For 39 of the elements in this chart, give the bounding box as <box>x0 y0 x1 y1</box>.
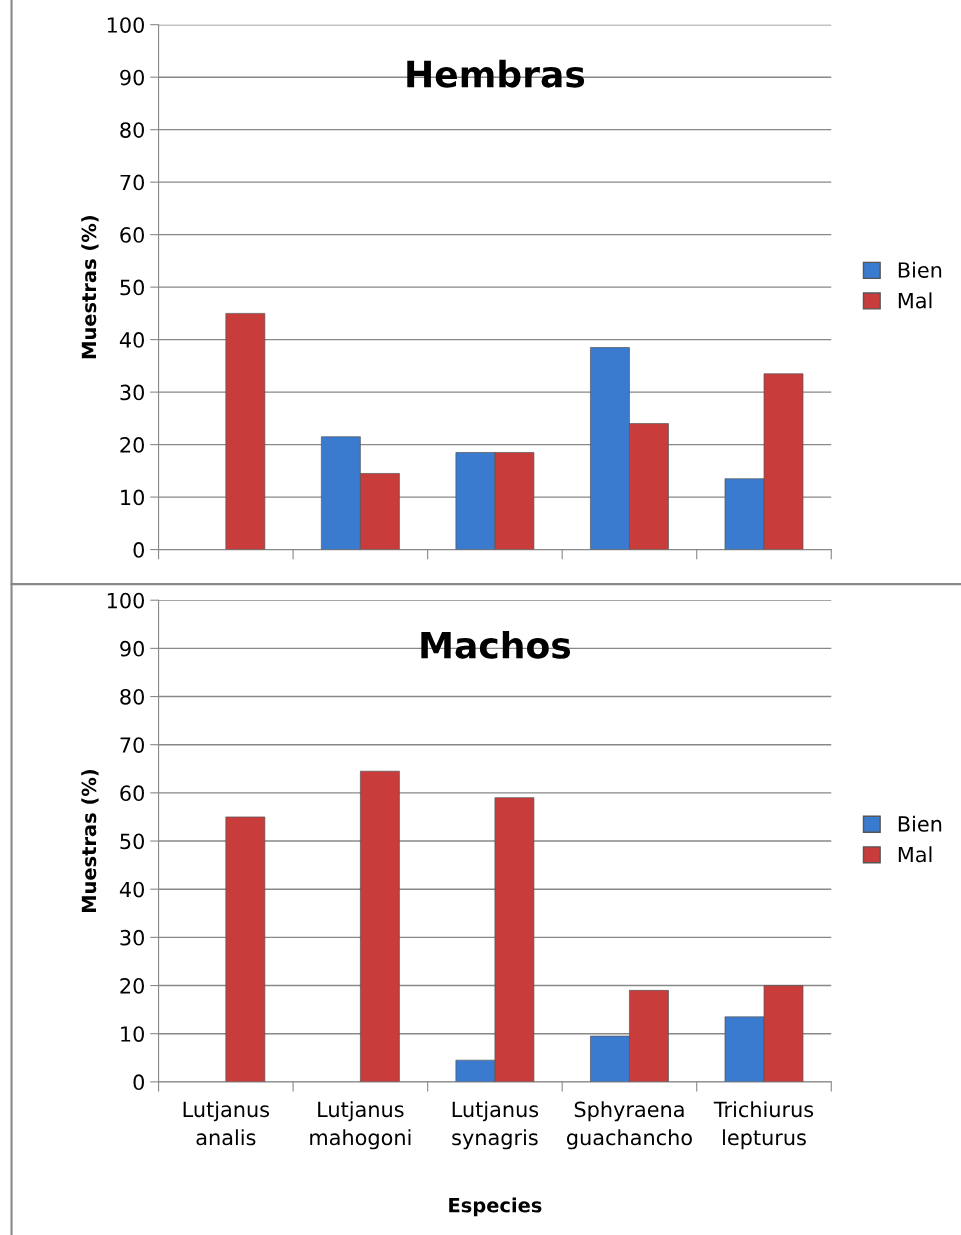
x-tick-label: Lutjanus mahogoni <box>310 1101 411 1150</box>
y-tick-label: 20 <box>120 977 144 994</box>
text: Hembras <box>407 59 585 88</box>
y-tick-label: 40 <box>119 881 144 898</box>
y-tick-label: 10 <box>121 1026 144 1042</box>
y-tick-label: 100 <box>107 17 144 33</box>
x-tick-label: Sphyraena guachancho <box>566 1101 692 1150</box>
y-tick-label: 0 <box>133 1074 144 1091</box>
y-tick-label: 80 <box>120 122 144 138</box>
legend-label: Bien <box>898 261 942 278</box>
y-axis-title: Muestras (%) <box>81 769 99 913</box>
y-tick-label: 70 <box>120 174 144 191</box>
y-tick-label: 80 <box>120 688 144 705</box>
y-tick-label: 50 <box>120 833 144 850</box>
y-tick-label: 100 <box>107 592 144 609</box>
x-tick-label: Lutjanus analis <box>183 1101 270 1146</box>
x-tick-label: Trichiurus lepturus <box>713 1101 814 1150</box>
y-tick-label: 10 <box>121 489 144 506</box>
bar <box>225 313 266 550</box>
y-tick-label: 0 <box>133 542 144 558</box>
y-tick-label: 70 <box>120 737 144 753</box>
y-tick-label: 60 <box>120 227 144 243</box>
y-tick-label: 30 <box>120 929 144 946</box>
legend-label: Mal <box>898 292 932 309</box>
y-axis-title: Muestras (%) <box>81 216 99 359</box>
y-tick-label: 20 <box>120 437 144 453</box>
y-tick-label: 90 <box>120 640 144 657</box>
x-axis-title: Especies <box>449 1197 542 1217</box>
y-tick-label: 50 <box>120 279 144 296</box>
legend-label: Mal <box>898 846 932 863</box>
bar <box>360 770 400 1082</box>
y-tick-label: 40 <box>119 332 144 348</box>
y-tick-label: 30 <box>120 384 144 401</box>
y-tick-label: 90 <box>120 69 144 86</box>
legend-label: Bien <box>898 815 942 832</box>
bar <box>225 816 266 1082</box>
text: Machos <box>421 630 571 659</box>
y-tick-label: 60 <box>120 785 144 802</box>
x-tick-label: Lutjanus synagris <box>452 1101 539 1150</box>
